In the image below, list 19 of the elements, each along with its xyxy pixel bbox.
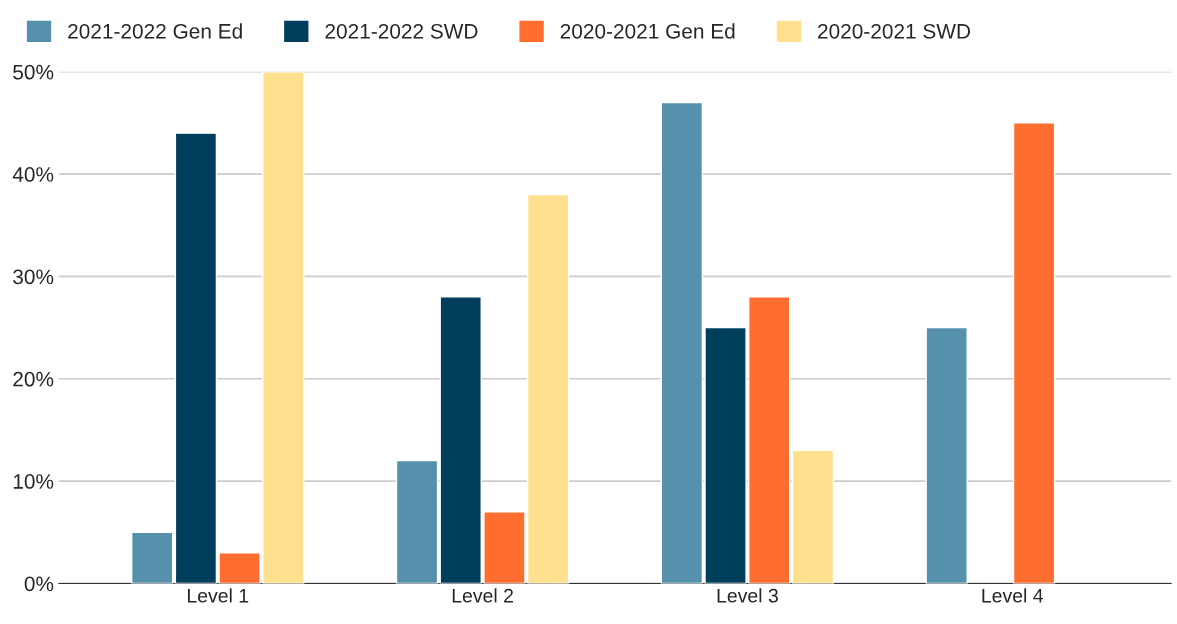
y-tick-label: 0%: [24, 576, 54, 592]
bar: [925, 326, 968, 584]
legend-label: 2020-2021 SWD: [818, 23, 971, 39]
bar: [1012, 122, 1056, 584]
y-tick-label: 30%: [13, 269, 54, 285]
legend-label: 2021-2022 Gen Ed: [68, 23, 242, 39]
y-tick-label: 20%: [13, 371, 54, 387]
x-tick-label: Level 3: [717, 588, 778, 603]
bar: [395, 459, 439, 584]
y-tick-label: 40%: [12, 167, 54, 182]
bar: [130, 531, 174, 584]
legend-label: 2020-2021 Gen Ed: [560, 23, 735, 39]
bar: [791, 449, 835, 584]
x-tick-label: Level 2: [452, 588, 513, 603]
x-tick-label: Level 4: [982, 588, 1043, 603]
legend-label: 2021-2022 SWD: [325, 23, 478, 39]
x-tick-label: Level 1: [187, 588, 249, 603]
y-tick-label: 10%: [13, 474, 54, 489]
y-tick-label: 50%: [13, 64, 54, 80]
